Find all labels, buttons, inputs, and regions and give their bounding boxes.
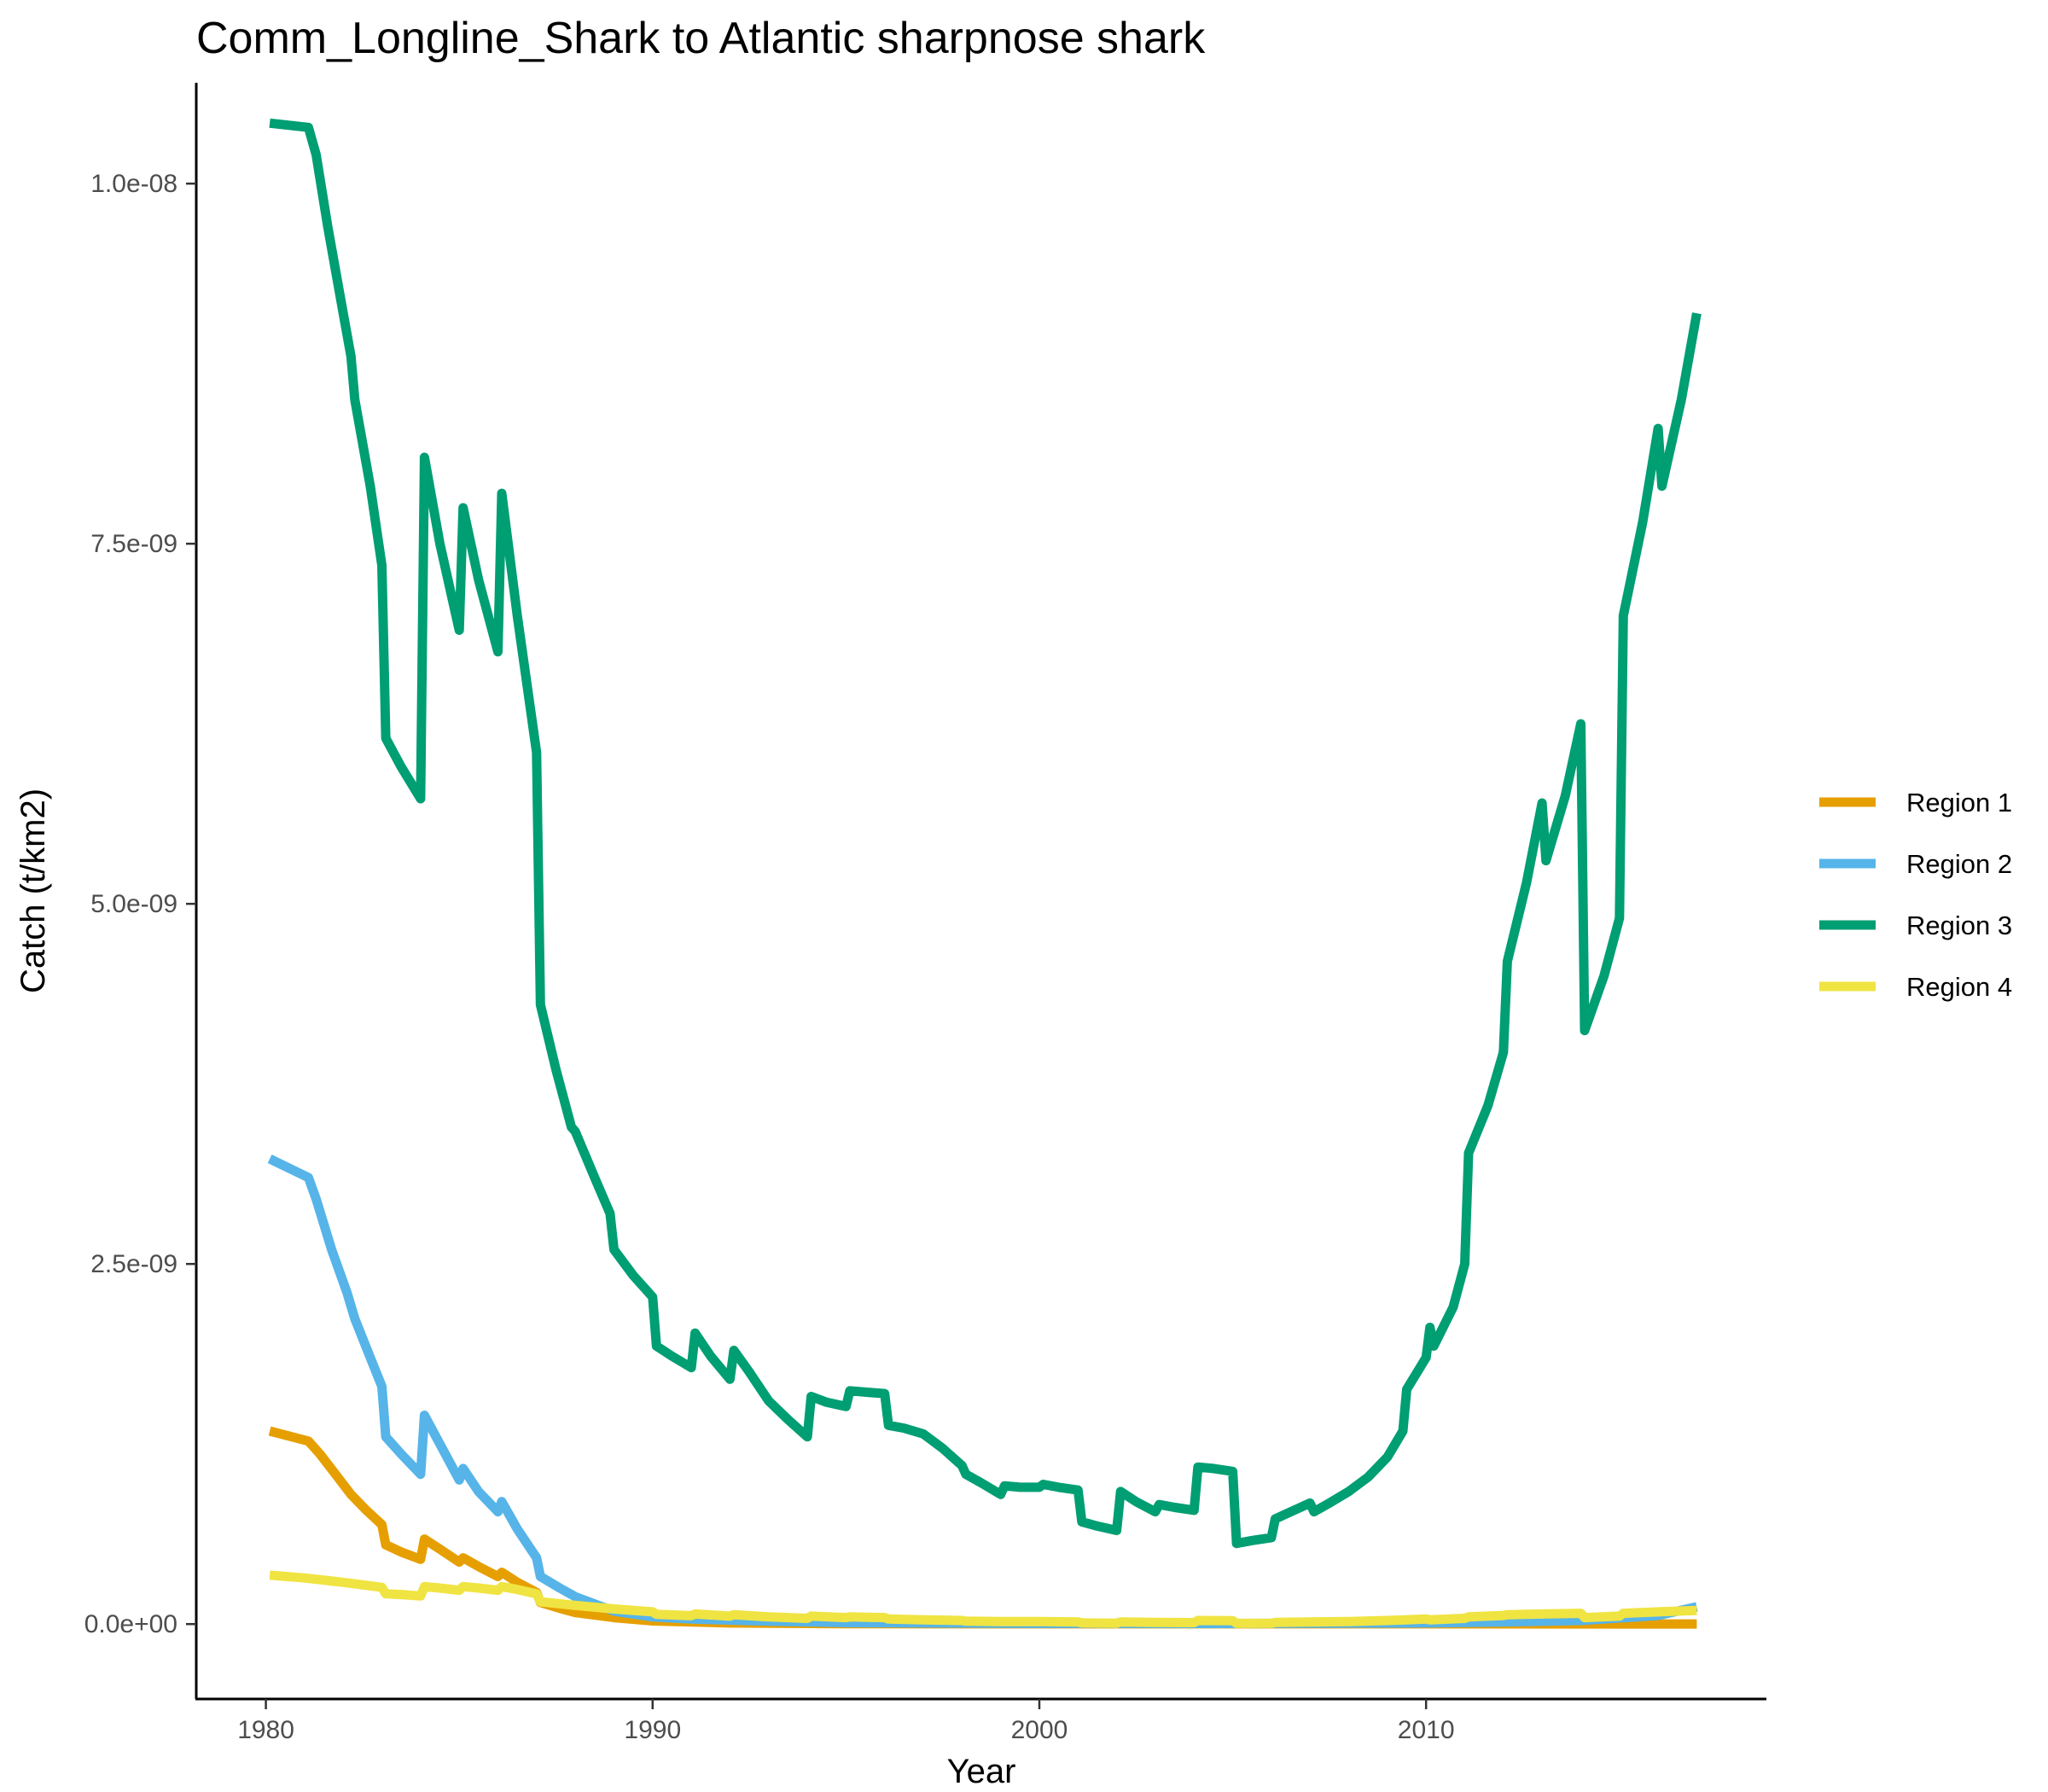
x-tick-label: 1980 bbox=[237, 1716, 294, 1744]
x-axis-title: Year bbox=[947, 1753, 1016, 1790]
y-tick-label: 0.0e+00 bbox=[84, 1610, 177, 1638]
y-tick-label: 5.0e-09 bbox=[90, 890, 177, 918]
legend-label-region-4: Region 4 bbox=[1906, 972, 2012, 1002]
x-axis-ticks: 1980 1990 2000 2010 bbox=[237, 1699, 1455, 1744]
x-tick-label: 2010 bbox=[1398, 1716, 1455, 1744]
legend-label-region-1: Region 1 bbox=[1906, 788, 2012, 817]
legend-label-region-2: Region 2 bbox=[1906, 849, 2012, 879]
y-axis-title: Catch (t/km2) bbox=[15, 788, 52, 993]
y-tick-label: 7.5e-09 bbox=[90, 530, 177, 558]
series-line-region-3 bbox=[269, 118, 1702, 1549]
series-line-region-4 bbox=[269, 1570, 1697, 1628]
chart-title: Comm_Longline_Shark to Atlantic sharpnos… bbox=[196, 14, 1206, 63]
y-axis-ticks: 0.0e+00 2.5e-09 5.0e-09 7.5e-09 1.0e-08 bbox=[84, 170, 196, 1638]
plot-area: 0.0e+00 2.5e-09 5.0e-09 7.5e-09 1.0e-08 1980… bbox=[84, 83, 1766, 1744]
x-tick-label: 2000 bbox=[1011, 1716, 1068, 1744]
y-tick-label: 1.0e-08 bbox=[90, 170, 177, 198]
legend-label-region-3: Region 3 bbox=[1906, 911, 2012, 940]
series-layer bbox=[267, 118, 1702, 1629]
y-tick-label: 2.5e-09 bbox=[90, 1250, 177, 1278]
x-tick-label: 1990 bbox=[624, 1716, 681, 1744]
legend: Region 1 Region 2 Region 3 Region 4 bbox=[1819, 788, 2012, 1002]
